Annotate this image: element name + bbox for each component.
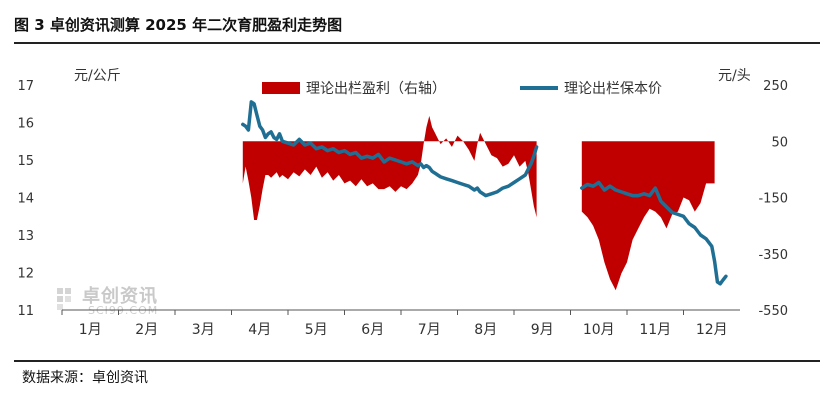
profit-area-segment (581, 141, 715, 291)
breakeven-line-series (241, 100, 728, 286)
right-axis-unit: 元/头 (718, 68, 751, 84)
left-tick-label: 13 (17, 229, 34, 244)
right-tick-label: 50 (771, 135, 788, 150)
x-tick-label: 6月 (361, 322, 384, 338)
right-tick-label: 250 (763, 79, 788, 94)
right-tick-label: -350 (758, 248, 788, 263)
source-rule (14, 360, 820, 362)
x-tick-label: 9月 (531, 322, 554, 338)
left-axis-unit: 元/公斤 (74, 68, 121, 84)
x-tick-label: 5月 (305, 322, 328, 338)
chart-axes: 1月 2月 3月 4月 5月 6月 7月 8月 9月 10月 11月 12月 11 12 13 14 15 16 1… (17, 68, 788, 338)
x-tick-label: 10月 (583, 322, 615, 338)
breakeven-line-segment (580, 180, 728, 286)
watermark-text: 卓创资讯 (82, 286, 158, 307)
left-tick-label: 12 (17, 267, 34, 282)
x-tick-label: 12月 (696, 322, 728, 338)
right-tick-label: -550 (758, 304, 788, 319)
profit-area-segment (242, 115, 537, 220)
title-rule (14, 42, 820, 44)
x-tick-label: 8月 (474, 322, 497, 338)
source-note: 数据来源：卓创资讯 (22, 370, 148, 386)
left-tick-label: 17 (17, 79, 34, 94)
legend-swatch-profit (262, 82, 300, 94)
left-tick-label: 16 (17, 117, 34, 132)
profit-area-series (242, 115, 715, 291)
left-tick-label: 14 (17, 192, 34, 207)
watermark-logo-icon (57, 288, 71, 310)
legend-label-profit: 理论出栏盈利（右轴） (306, 81, 446, 97)
left-tick-label: 15 (17, 154, 34, 169)
right-tick-label: -150 (758, 192, 788, 207)
x-tick-label: 3月 (192, 322, 215, 338)
legend-label-breakeven: 理论出栏保本价 (564, 81, 662, 97)
x-tick-label: 2月 (135, 322, 158, 338)
x-tick-label: 1月 (79, 322, 102, 338)
chart-legend: 理论出栏盈利（右轴） 理论出栏保本价 (262, 81, 662, 97)
x-tick-label: 7月 (418, 322, 441, 338)
left-tick-label: 11 (17, 304, 34, 319)
x-tick-label: 11月 (639, 322, 671, 338)
breakeven-line-segment (241, 100, 539, 198)
x-tick-label: 4月 (248, 322, 271, 338)
figure-title: 图 3 卓创资讯测算 2025 年二次育肥盈利走势图 (14, 16, 343, 34)
